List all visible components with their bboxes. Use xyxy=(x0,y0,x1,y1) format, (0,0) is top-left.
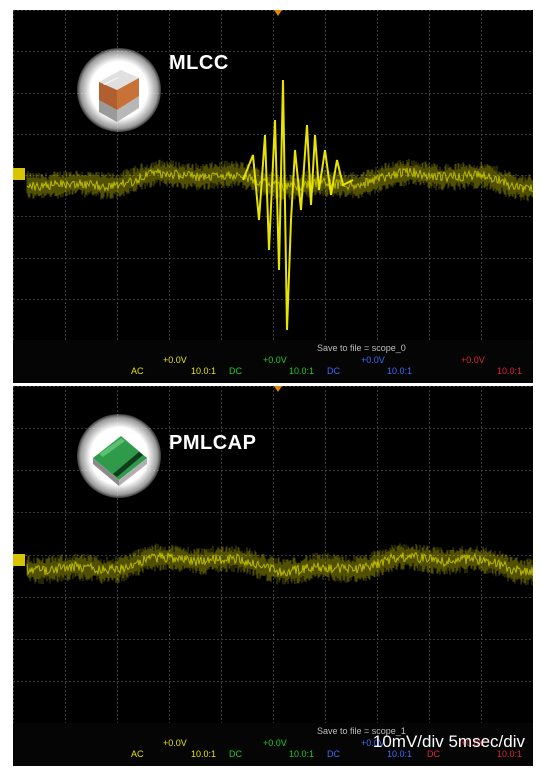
save-status-text: Save to file = scope_0 xyxy=(317,343,406,353)
waveform-trace xyxy=(26,543,533,586)
channel-offset: +0.0V xyxy=(163,738,187,748)
pmlcap-chip-icon xyxy=(93,436,147,486)
channel-ratio: 10.0:1 xyxy=(191,366,217,376)
channel-ratio: 10.0:1 xyxy=(289,749,315,759)
waveform-plot xyxy=(13,386,533,723)
channel-coupling: DC xyxy=(427,749,440,759)
channel-offset: +0.0V xyxy=(263,355,287,365)
channel-ratio: 10.0:1 xyxy=(289,366,315,376)
channel-coupling: AC xyxy=(131,749,144,759)
scope-panel-pmlcap: PMLCAP Save to file = scope_1 +0.0V AC 1… xyxy=(13,386,533,766)
scope-grid xyxy=(13,386,533,723)
save-status-text: Save to file = scope_1 xyxy=(317,726,406,736)
channel-ratio: 10.0:1 xyxy=(387,366,413,376)
scale-annotation: 10mV/div 5msec/div xyxy=(372,732,525,751)
waveform-trace xyxy=(26,79,533,331)
trigger-marker-icon xyxy=(274,10,282,16)
spike-burst xyxy=(242,79,354,331)
channel-ratio: 10.0:1 xyxy=(497,366,523,376)
scope-status-bar: Save to file = scope_1 +0.0V AC 10.0:1 +… xyxy=(13,723,533,766)
mlcc-chip-icon xyxy=(99,70,139,122)
channel-offset: +0.0V xyxy=(263,738,287,748)
channel-coupling: AC xyxy=(131,366,144,376)
trigger-marker-icon xyxy=(274,386,282,392)
chip-label: PMLCAP xyxy=(169,432,257,454)
channel-ratio: 10.0:1 xyxy=(387,749,413,759)
channel-ratio: 10.0:1 xyxy=(191,749,217,759)
channel-coupling: DC xyxy=(327,749,340,759)
channel-coupling: DC xyxy=(229,366,242,376)
channel-offset: +0.0V xyxy=(361,355,385,365)
scope-status-bar: Save to file = scope_0 +0.0V AC 10.0:1 +… xyxy=(13,340,533,383)
channel-coupling: DC xyxy=(327,366,340,376)
channel-ratio: 10.0:1 xyxy=(497,749,523,759)
channel-offset: +0.0V xyxy=(461,355,485,365)
channel-offset: +0.0V xyxy=(361,738,385,748)
channel-offset: +0.0V xyxy=(163,355,187,365)
scope-screen: PMLCAP xyxy=(13,386,533,723)
scope-screen: MLCC xyxy=(13,10,533,340)
channel-coupling: DC xyxy=(229,749,242,759)
channel-marker-icon xyxy=(13,554,25,566)
chip-glow xyxy=(77,414,161,498)
scope-panel-mlcc: MLCC Save to file = scope_0 +0.0V AC 10.… xyxy=(13,10,533,383)
chip-glow xyxy=(77,48,161,132)
channel-marker-icon xyxy=(13,168,25,180)
chip-label: MLCC xyxy=(169,52,229,74)
waveform-plot xyxy=(13,10,533,340)
channel-offset: +0.0V xyxy=(461,738,485,748)
